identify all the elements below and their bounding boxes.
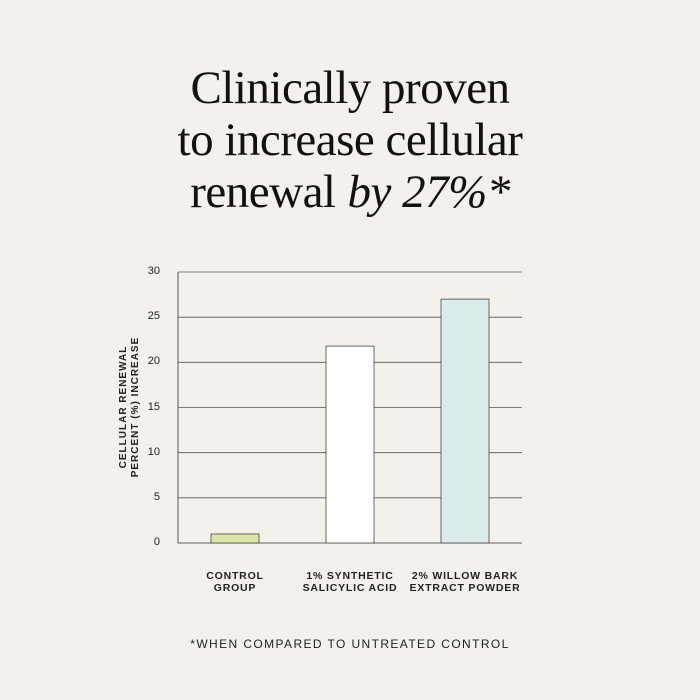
y-tick-label: 20 bbox=[147, 355, 160, 368]
y-tick-label: 10 bbox=[147, 445, 160, 458]
bar-1 bbox=[325, 345, 375, 544]
y-tick-label: 25 bbox=[147, 310, 160, 323]
footnote: *WHEN COMPARED TO UNTREATED CONTROL bbox=[190, 637, 510, 651]
y-tick-label: 0 bbox=[153, 536, 160, 548]
y-tick-label: 30 bbox=[147, 265, 160, 277]
headline-line-3-text: renewal bbox=[190, 166, 336, 218]
category-label-2: 2% WILLOW BARK EXTRACT POWDER bbox=[409, 570, 521, 594]
headline: Clinically proven to increase cellular r… bbox=[0, 62, 700, 218]
bar-2 bbox=[440, 298, 490, 544]
y-tick-label: 5 bbox=[153, 490, 160, 503]
category-label-1: 1% SYNTHETIC SALICYLIC ACID bbox=[302, 570, 398, 594]
bar-0 bbox=[210, 533, 260, 544]
headline-line-3: renewal by 27%* bbox=[0, 166, 700, 218]
headline-line-1: Clinically proven bbox=[190, 62, 510, 114]
y-tick-label: 15 bbox=[147, 400, 160, 413]
category-label-0: CONTROL GROUP bbox=[206, 570, 264, 594]
headline-emphasis: by 27%* bbox=[347, 166, 510, 218]
y-axis-label-line-1: CELLULAR RENEWAL bbox=[118, 345, 129, 469]
headline-line-2: to increase cellular bbox=[177, 114, 523, 166]
